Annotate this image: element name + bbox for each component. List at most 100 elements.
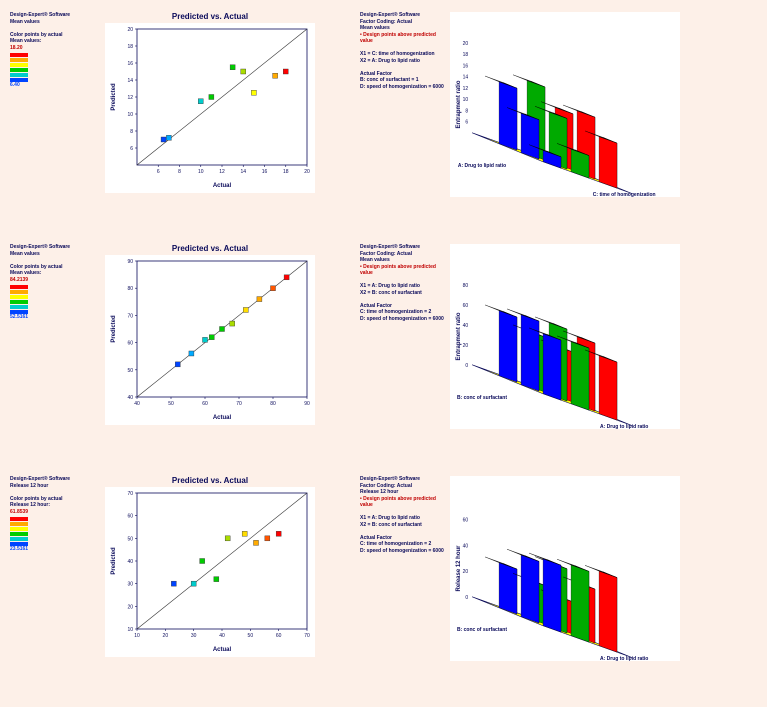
- svg-text:60: 60: [276, 633, 282, 639]
- svg-text:14: 14: [463, 75, 469, 81]
- svg-text:A: Drug to lipid ratio: A: Drug to lipid ratio: [458, 163, 506, 169]
- legend-title: Design-Expert® Software: [10, 244, 80, 251]
- svg-text:50: 50: [127, 368, 133, 374]
- svg-text:14: 14: [127, 78, 133, 84]
- scatter-wrap: Predicted vs. Actual40506070809040506070…: [80, 244, 340, 425]
- meta-redline: • Design points above predicted value: [360, 496, 450, 509]
- legend-sub: Mean values: [10, 251, 80, 258]
- meta-box: Design-Expert® SoftwareFactor Coding: Ac…: [340, 244, 450, 322]
- svg-text:Entrapment ratio: Entrapment ratio: [456, 80, 462, 128]
- svg-text:6: 6: [130, 146, 133, 152]
- legend-low: 6.40: [10, 82, 80, 89]
- svg-text:40: 40: [463, 323, 469, 329]
- svg-text:Predicted: Predicted: [111, 315, 117, 343]
- svg-text:60: 60: [463, 518, 469, 524]
- svg-text:90: 90: [304, 401, 310, 407]
- svg-text:16: 16: [127, 61, 133, 67]
- svg-text:18: 18: [463, 52, 469, 58]
- bar3d-wrap: 0204060Release 12 hourA: Drug to lipid r…: [450, 476, 710, 661]
- meta-line: D: speed of homogenization = 6000: [360, 84, 450, 91]
- scatter-title: Predicted vs. Actual: [80, 12, 340, 21]
- svg-text:Predicted: Predicted: [111, 83, 117, 111]
- bar3d-chart: 6 8 10 12 14 16 18 20 Entrapment ratio C: time of…: [450, 12, 680, 197]
- scatter-title: Predicted vs. Actual: [80, 244, 340, 253]
- svg-text:18: 18: [127, 44, 133, 50]
- svg-text:80: 80: [127, 286, 133, 292]
- svg-text:50: 50: [168, 401, 174, 407]
- svg-text:80: 80: [463, 283, 469, 289]
- svg-text:16: 16: [262, 169, 268, 175]
- svg-text:12: 12: [127, 95, 133, 101]
- svg-text:70: 70: [127, 491, 133, 497]
- bar3d-wrap: 020406080Entrapment ratioA: Drug to lipi…: [450, 244, 710, 429]
- svg-text:20: 20: [127, 27, 133, 33]
- svg-text:8: 8: [130, 129, 133, 135]
- legend-title: Design-Expert® Software: [10, 12, 80, 19]
- svg-text:20: 20: [127, 604, 133, 610]
- bar3d-chart: 0204060Release 12 hourA: Drug to lipid r…: [450, 476, 680, 661]
- scatter-chart: 1020304050607010203040506070ActualPredic…: [105, 487, 315, 657]
- svg-text:12: 12: [463, 86, 469, 92]
- svg-text:70: 70: [304, 633, 310, 639]
- legend-low: 52.5161: [10, 314, 80, 321]
- svg-text:10: 10: [134, 633, 140, 639]
- svg-text:60: 60: [127, 514, 133, 520]
- scatter-chart: 6810121416182068101214161820ActualPredic…: [105, 23, 315, 193]
- legend-box: Design-Expert® Software Mean values Colo…: [0, 12, 80, 89]
- svg-text:8: 8: [178, 169, 181, 175]
- svg-text:40: 40: [463, 543, 469, 549]
- svg-text:60: 60: [127, 341, 133, 347]
- svg-text:70: 70: [127, 313, 133, 319]
- svg-text:40: 40: [127, 559, 133, 565]
- legend-gradient: [10, 53, 80, 82]
- legend-sub: Mean values: [10, 19, 80, 26]
- svg-text:50: 50: [248, 633, 254, 639]
- meta-redline: • Design points above predicted value: [360, 32, 450, 45]
- legend-box: Design-Expert® Software Mean values Colo…: [0, 244, 80, 321]
- svg-text:Release 12 hour: Release 12 hour: [456, 545, 462, 592]
- svg-text:C: time of homogenization: C: time of homogenization: [593, 192, 656, 197]
- legend-high: 18.20: [10, 45, 80, 52]
- scatter-title: Predicted vs. Actual: [80, 476, 340, 485]
- svg-text:Actual: Actual: [213, 647, 232, 653]
- svg-text:8: 8: [465, 108, 468, 114]
- svg-text:16: 16: [463, 63, 469, 69]
- meta-box: Design-Expert® SoftwareFactor Coding: Ac…: [340, 476, 450, 554]
- svg-text:12: 12: [219, 169, 225, 175]
- svg-text:A: Drug to lipid ratio: A: Drug to lipid ratio: [600, 424, 648, 429]
- legend-gradient: [10, 517, 80, 546]
- svg-text:30: 30: [191, 633, 197, 639]
- chart-row-2: Design-Expert® Software Release 12 hour …: [0, 464, 767, 696]
- svg-text:10: 10: [127, 627, 133, 633]
- svg-text:10: 10: [463, 97, 469, 103]
- svg-text:10: 10: [127, 112, 133, 118]
- meta-box: Design-Expert® SoftwareFactor Coding: Ac…: [340, 12, 450, 90]
- legend-sub: Release 12 hour: [10, 483, 80, 490]
- svg-text:0: 0: [465, 595, 468, 601]
- chart-row-0: Design-Expert® Software Mean values Colo…: [0, 0, 767, 232]
- svg-text:6: 6: [465, 120, 468, 126]
- svg-text:Actual: Actual: [213, 415, 232, 421]
- svg-text:40: 40: [219, 633, 225, 639]
- legend-high: 84.2139: [10, 277, 80, 284]
- svg-text:Entrapment ratio: Entrapment ratio: [456, 312, 462, 360]
- legend-gradient: [10, 285, 80, 314]
- svg-text:20: 20: [304, 169, 310, 175]
- svg-text:20: 20: [163, 633, 169, 639]
- svg-text:20: 20: [463, 41, 469, 47]
- scatter-wrap: Predicted vs. Actual 10 20 30 40 50 60 70 10 20 30…: [80, 476, 340, 657]
- chart-row-1: Design-Expert® Software Mean values Colo…: [0, 232, 767, 464]
- legend-box: Design-Expert® Software Release 12 hour …: [0, 476, 80, 553]
- legend-high: 61.8539: [10, 509, 80, 516]
- meta-line: D: speed of homogenization = 6000: [360, 548, 450, 555]
- svg-text:Predicted: Predicted: [111, 547, 117, 575]
- meta-line: D: speed of homogenization = 6000: [360, 316, 450, 323]
- svg-text:40: 40: [127, 395, 133, 401]
- svg-text:6: 6: [157, 169, 160, 175]
- svg-text:0: 0: [465, 363, 468, 369]
- svg-text:20: 20: [463, 343, 469, 349]
- svg-text:30: 30: [127, 582, 133, 588]
- svg-text:Actual: Actual: [213, 183, 232, 189]
- svg-text:B: conc of surfactant: B: conc of surfactant: [457, 627, 507, 633]
- svg-text:14: 14: [240, 169, 246, 175]
